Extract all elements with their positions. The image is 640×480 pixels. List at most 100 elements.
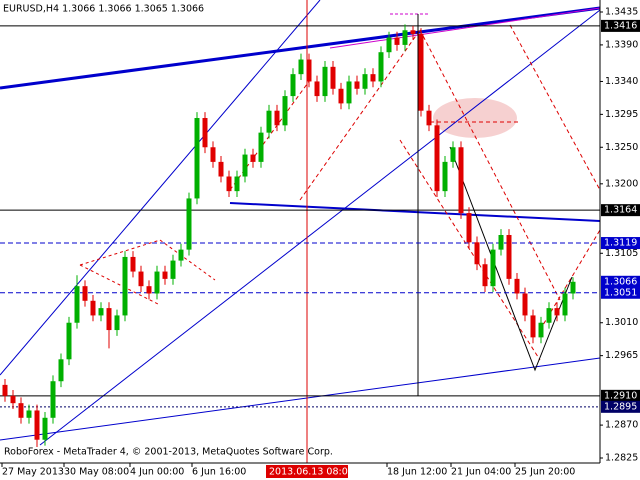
candle-body <box>258 132 264 162</box>
target-zone <box>433 98 517 138</box>
candle-body <box>218 161 224 177</box>
candle-body <box>370 74 376 82</box>
price-tag-label: 1.3164 <box>604 205 637 216</box>
candle-body <box>50 381 56 418</box>
x-tick-label: 4 Jun 00:00 <box>130 467 184 478</box>
price-tag <box>601 400 640 413</box>
candle-body <box>338 88 344 104</box>
price-tag <box>601 389 640 402</box>
forecast-line <box>539 229 601 331</box>
candle-body <box>474 242 480 265</box>
footer: RoboForex - MetaTrader 4, © 2001-2013, M… <box>4 447 333 458</box>
candle-body <box>98 308 104 316</box>
candle-body <box>34 410 40 440</box>
candle-body <box>66 322 72 360</box>
y-tick-label: 1.2825 <box>605 453 638 464</box>
price-tag <box>601 286 640 299</box>
candle-body <box>130 256 136 272</box>
candle-body <box>330 66 336 89</box>
candle-body <box>298 59 304 75</box>
trend-line <box>0 6 601 90</box>
candle-body <box>74 286 80 323</box>
candle-body <box>58 359 64 382</box>
price-tag-label: 1.3119 <box>604 238 637 249</box>
candle-body <box>10 395 16 404</box>
candle-body <box>522 293 528 316</box>
cursor-tag <box>266 465 348 478</box>
x-tick-label: 30 May 08:00 <box>64 467 129 478</box>
candle-body <box>402 30 408 45</box>
price-tag-label: 1.3416 <box>604 20 637 31</box>
candle-body <box>26 410 32 418</box>
y-tick-label: 1.3435 <box>605 7 638 18</box>
y-axis-labels: 1.3435 1.3390 1.3340 1.3295 1.3250 1.3200 1.31… <box>600 7 638 464</box>
y-tick-label: 1.3390 <box>605 39 638 50</box>
candle-body <box>554 308 560 316</box>
candle-body <box>266 110 272 133</box>
channel-line <box>39 9 601 446</box>
candle-body <box>314 81 320 97</box>
channel-line <box>0 357 601 441</box>
candle-body <box>362 74 368 89</box>
candle-body <box>514 278 520 294</box>
candle-body <box>234 176 240 192</box>
candle-body <box>274 110 280 126</box>
y-tick-label: 1.3010 <box>605 317 638 328</box>
channel-line <box>0 0 321 376</box>
price-tag <box>601 204 640 217</box>
y-tick-label: 1.2870 <box>605 420 638 431</box>
forecast-line <box>419 29 561 301</box>
candle-body <box>114 315 120 331</box>
candle-body <box>410 30 416 34</box>
candle-body <box>562 293 568 316</box>
candle-body <box>18 403 24 418</box>
forecast-line <box>159 239 216 281</box>
price-tag <box>601 275 640 288</box>
candle-body <box>146 286 152 294</box>
y-tick-label: 1.3250 <box>605 142 638 153</box>
levels <box>0 25 600 408</box>
candle-body <box>386 37 392 53</box>
forecast-line <box>79 239 161 266</box>
candle-body <box>186 198 192 250</box>
candle-body <box>306 59 312 82</box>
candle-body <box>122 256 128 316</box>
forecast-line <box>399 139 541 361</box>
wave-line <box>449 146 573 372</box>
annotations <box>0 0 601 463</box>
candles <box>2 24 576 448</box>
candle-body <box>426 110 432 126</box>
candle-body <box>466 213 472 243</box>
candle-body <box>458 147 464 214</box>
candle-body <box>2 384 8 396</box>
price-tag <box>601 19 640 32</box>
cursor-tag-label: 2013.06.13 08:00 <box>269 467 354 478</box>
trend-line <box>229 202 601 222</box>
x-tick-label: 18 Jun 12:00 <box>387 467 447 478</box>
candle-body <box>482 264 488 287</box>
candle-body <box>530 315 536 338</box>
candle-body <box>538 322 544 338</box>
chart-title: EURUSD,H4 1.3066 1.3066 1.3065 1.3066 <box>3 4 204 15</box>
candle-body <box>450 147 456 162</box>
candle-body <box>178 249 184 261</box>
y-tick-label: 1.2965 <box>605 350 638 361</box>
candle-body <box>290 74 296 97</box>
candle-body <box>322 66 328 97</box>
candle-body <box>106 308 112 331</box>
candle-body <box>354 81 360 89</box>
candle-body <box>242 154 248 177</box>
price-tag-label: 1.3051 <box>604 287 637 298</box>
candle-body <box>506 235 512 279</box>
price-tag-label: 1.2895 <box>604 401 637 412</box>
x-tick-label: 27 May 2013 <box>2 467 64 478</box>
candle-body <box>570 281 576 294</box>
price-tag-label: 1.2910 <box>604 390 637 401</box>
candle-body <box>498 235 504 250</box>
candle-body <box>194 118 200 199</box>
x-tick-label: 25 Jun 20:00 <box>515 467 575 478</box>
candle-body <box>442 161 448 192</box>
y-tick-label: 1.3200 <box>605 178 638 189</box>
